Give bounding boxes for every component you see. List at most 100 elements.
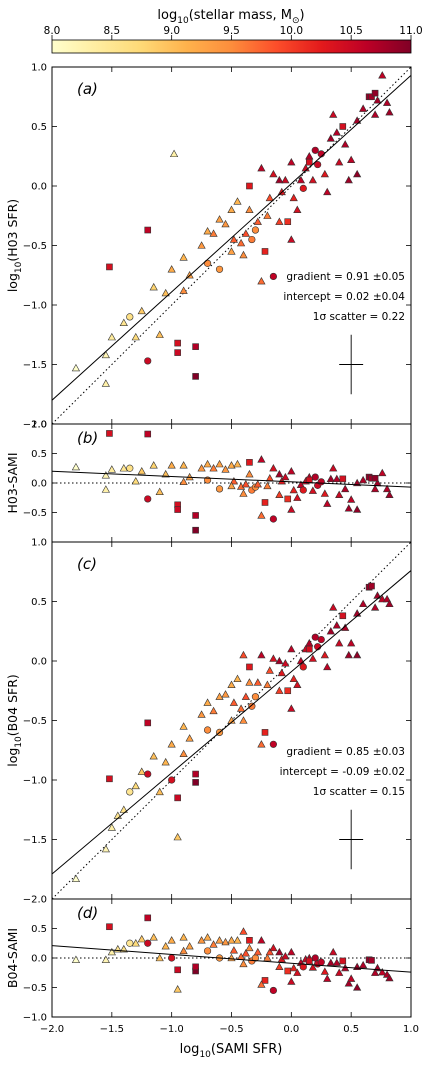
data-point — [385, 973, 394, 982]
x-tick-label: −1.0 — [160, 1024, 184, 1035]
data-point — [323, 187, 332, 196]
y-tick-label: −1.0 — [23, 301, 47, 312]
data-point — [289, 963, 298, 972]
data-point — [161, 469, 170, 478]
y-axis-label: H03-SAMI — [5, 452, 20, 513]
data-point — [119, 318, 128, 327]
data-point — [344, 979, 353, 987]
data-point — [341, 484, 350, 493]
data-point — [179, 286, 188, 294]
panel-b: −0.5 0.0 0.5 1.0 H03-SAMI (b) — [5, 420, 412, 543]
data-point — [370, 968, 380, 976]
data-point — [233, 936, 242, 944]
data-point — [299, 486, 307, 494]
data-point — [173, 832, 182, 841]
data-point — [144, 939, 152, 947]
stat-intercept: intercept = 0.02 ±0.04 — [283, 291, 405, 303]
data-point — [241, 229, 250, 237]
data-point — [287, 977, 296, 985]
colorbar-tick-label: 9.0 — [163, 25, 180, 37]
x-tick-label: 0.5 — [343, 1024, 359, 1035]
y-tick-label: −1.5 — [23, 360, 47, 371]
data-point — [359, 104, 368, 112]
fit-line — [52, 945, 411, 973]
data-point — [289, 674, 298, 683]
data-point — [289, 485, 298, 494]
stat-intercept: intercept = -0.09 ±0.02 — [280, 766, 405, 778]
data-point — [265, 193, 274, 202]
data-point — [107, 823, 116, 831]
data-point — [269, 943, 278, 952]
data-point — [209, 464, 218, 472]
data-point — [185, 271, 194, 279]
data-point — [269, 169, 278, 178]
data-point — [161, 941, 170, 950]
data-point — [185, 941, 194, 950]
data-point — [251, 226, 260, 234]
data-point — [246, 663, 253, 671]
data-point — [131, 939, 140, 947]
data-point — [197, 241, 206, 249]
data-point — [209, 940, 218, 948]
data-point — [265, 666, 274, 674]
data-point — [245, 469, 254, 478]
colorbar: log10(stellar mass, M⊙) 8.0 8.5 9.0 9.5 10.0… — [44, 8, 423, 54]
data-point — [241, 479, 250, 488]
data-point — [339, 612, 347, 620]
y-axis-label: log10(B04 SFR) — [5, 674, 24, 767]
data-point — [263, 481, 272, 490]
data-point — [119, 805, 128, 813]
x-tick-label: 0.0 — [283, 1024, 299, 1035]
data-point — [269, 464, 278, 472]
data-point — [323, 974, 332, 982]
data-point — [368, 582, 375, 590]
data-point — [174, 794, 181, 802]
stat-scatter: 1σ scatter = 0.15 — [313, 786, 405, 798]
data-point — [347, 155, 356, 163]
data-point — [126, 464, 134, 472]
data-point — [126, 788, 134, 796]
data-point — [215, 936, 224, 944]
data-point — [246, 936, 253, 944]
data-point — [275, 490, 284, 498]
data-point — [179, 749, 188, 758]
data-point — [144, 914, 152, 922]
data-point — [168, 954, 176, 962]
colorbar-tick-label: 8.5 — [103, 25, 120, 37]
data-point — [275, 175, 284, 184]
data-point — [287, 235, 296, 243]
y-tick-label: 0.0 — [31, 657, 47, 668]
data-point — [317, 958, 325, 966]
data-point — [341, 623, 350, 631]
data-point — [277, 668, 286, 677]
data-point — [248, 702, 256, 710]
data-point — [287, 157, 296, 166]
data-point — [263, 680, 272, 688]
data-point — [241, 949, 250, 957]
data-point — [192, 512, 199, 519]
data-point — [382, 98, 392, 106]
data-point — [215, 485, 224, 493]
data-point — [239, 650, 248, 659]
x-tick-labels: −2.0 −1.5 −1.0 −0.5 0.0 0.5 1.0 — [40, 1024, 419, 1035]
data-point — [174, 349, 181, 356]
data-point — [332, 128, 341, 136]
y-tick-label: 0.0 — [31, 954, 47, 965]
data-point — [277, 187, 286, 196]
data-point — [144, 430, 152, 438]
data-point — [257, 936, 266, 944]
data-point — [353, 983, 362, 991]
data-point — [245, 943, 254, 952]
data-point — [353, 116, 362, 124]
data-point — [339, 475, 347, 483]
data-point — [227, 481, 236, 490]
data-point — [239, 959, 248, 968]
data-point — [197, 464, 206, 472]
data-point — [305, 638, 314, 647]
data-point — [329, 110, 338, 118]
data-point — [106, 430, 113, 437]
y-tick-label: −1.0 — [23, 1013, 47, 1024]
data-point — [344, 175, 353, 184]
plot-area — [52, 542, 411, 899]
